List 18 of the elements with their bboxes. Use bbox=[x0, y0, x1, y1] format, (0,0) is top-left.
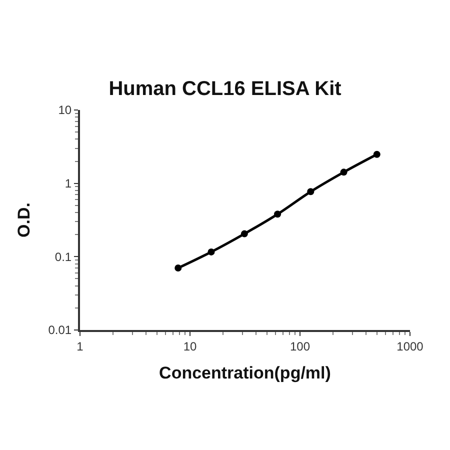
x-tick-label: 1 bbox=[76, 339, 84, 354]
point bbox=[340, 168, 348, 176]
x-tick-label: 100 bbox=[290, 339, 310, 354]
point bbox=[307, 188, 314, 196]
x-tick-label: 1000 bbox=[396, 339, 424, 354]
y-tick-label: 0.1 bbox=[54, 250, 72, 264]
point bbox=[240, 230, 248, 238]
y-tick-label: 10 bbox=[58, 103, 72, 118]
point bbox=[373, 150, 380, 158]
x-tick-label: 10 bbox=[183, 339, 197, 354]
point bbox=[208, 248, 215, 256]
y-tick-label: 1 bbox=[64, 176, 72, 191]
y-axis-title: O.D. bbox=[14, 202, 34, 238]
point bbox=[274, 210, 282, 218]
x-axis-title: Concentration(pg/ml) bbox=[159, 363, 331, 382]
chart-title: Human CCL16 ELISA Kit bbox=[108, 78, 342, 100]
y-tick-label: 0.01 bbox=[48, 323, 72, 338]
point bbox=[174, 264, 182, 272]
